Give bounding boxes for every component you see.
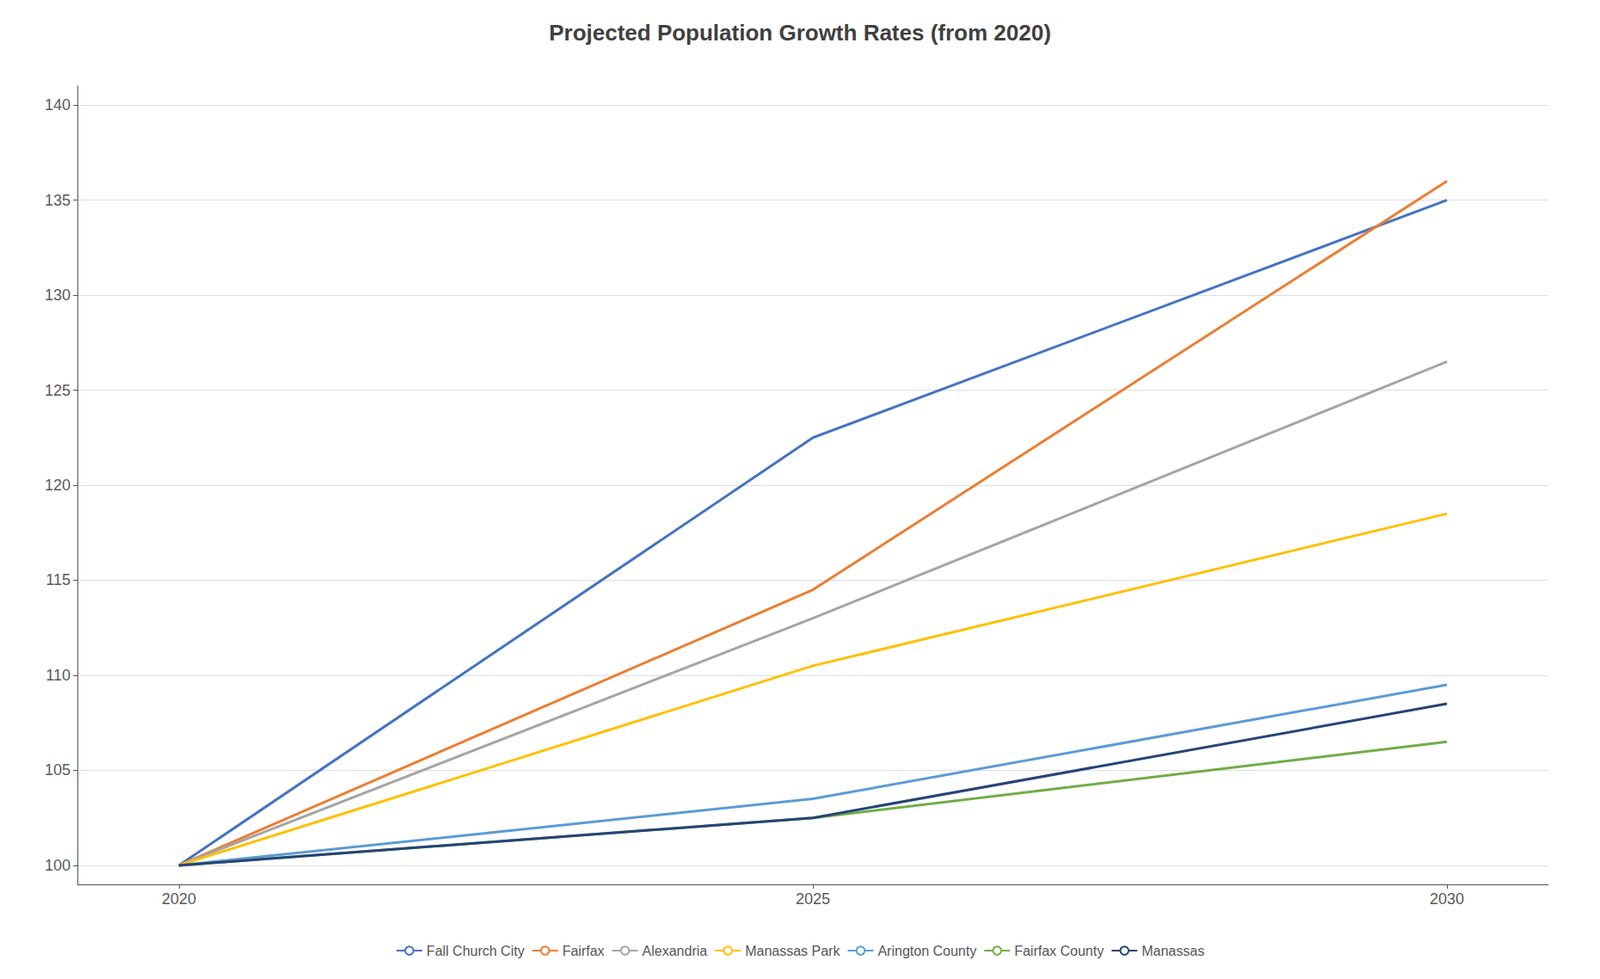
svg-text:2020: 2020 [161, 890, 197, 908]
svg-text:Projected Population Growth Ra: Projected Population Growth Rates (from … [548, 19, 1052, 46]
svg-text:100: 100 [44, 856, 71, 874]
svg-text:Fairfax County: Fairfax County [1014, 943, 1104, 959]
svg-text:Manassas Park: Manassas Park [744, 943, 841, 959]
svg-text:115: 115 [45, 571, 71, 589]
svg-text:Alexandria: Alexandria [642, 943, 708, 959]
svg-text:105: 105 [44, 761, 71, 779]
svg-text:2030: 2030 [1429, 890, 1465, 908]
svg-text:125: 125 [44, 381, 71, 400]
svg-text:Fairfax: Fairfax [562, 943, 605, 959]
svg-text:110: 110 [45, 666, 71, 684]
svg-text:Arington County: Arington County [877, 943, 977, 959]
svg-text:2025: 2025 [795, 890, 831, 908]
svg-text:130: 130 [44, 286, 71, 304]
svg-text:140: 140 [44, 96, 71, 114]
svg-text:Manassas: Manassas [1141, 943, 1205, 959]
svg-text:120: 120 [44, 476, 71, 494]
svg-text:135: 135 [44, 191, 71, 210]
svg-text:Fall Church City: Fall Church City [426, 943, 525, 959]
